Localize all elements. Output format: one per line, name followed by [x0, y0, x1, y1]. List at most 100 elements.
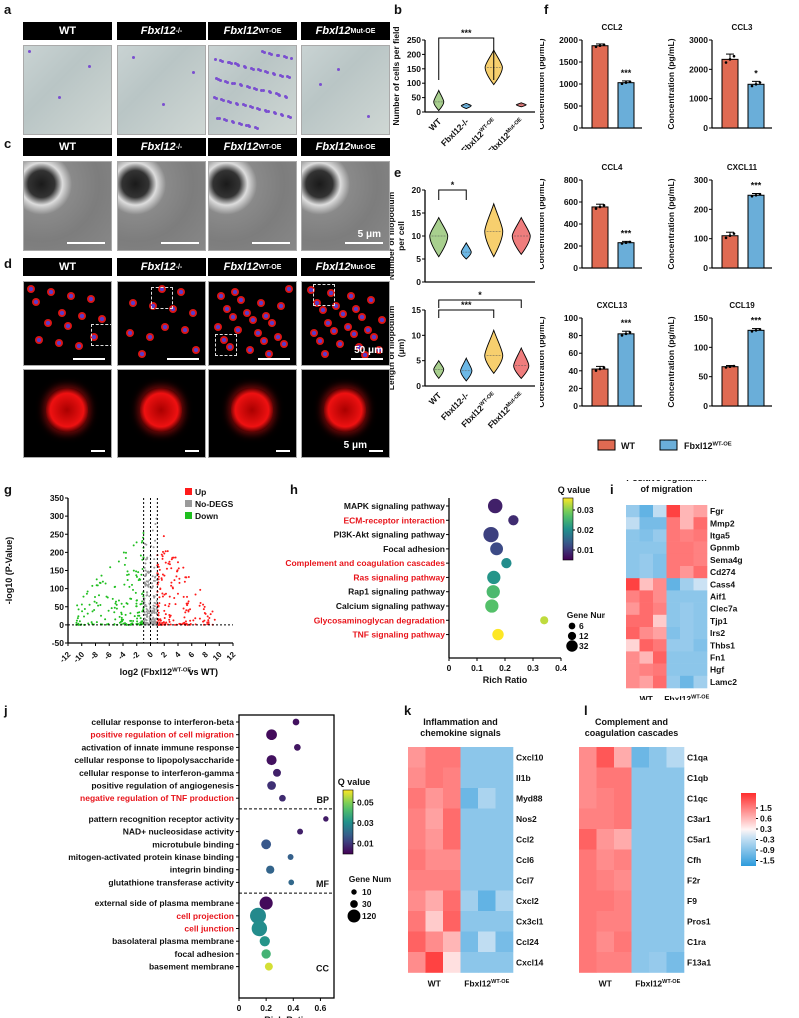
x-tick-label: 10	[211, 650, 224, 663]
bar-wt	[721, 366, 739, 407]
stained-cell	[285, 95, 289, 99]
heatmap-cell	[693, 541, 708, 555]
heatmap-cell	[666, 553, 681, 567]
point-up	[176, 570, 179, 573]
subplot-title: CCL4	[602, 163, 623, 172]
heatmap-cell	[626, 627, 640, 640]
point-up	[208, 617, 211, 620]
data-point	[628, 80, 632, 83]
stained-cell	[271, 71, 275, 75]
point-down	[135, 602, 138, 605]
group-label: Fbxl12	[140, 261, 176, 273]
data-point	[724, 366, 728, 369]
cell	[335, 339, 344, 348]
heatmap-cell	[639, 639, 654, 652]
significance-label: ***	[461, 300, 472, 310]
bubble	[273, 768, 281, 777]
y-tick-label: 1000	[559, 79, 578, 89]
point-down	[129, 619, 132, 622]
data-point	[598, 205, 602, 209]
heatmap-cell	[443, 849, 461, 871]
panel-c-header-2: Fbxl12 WT-OE	[208, 138, 297, 156]
cell	[307, 285, 316, 294]
heatmap-cell	[443, 911, 461, 932]
heatmap-cell	[478, 911, 496, 932]
bar-subplot-CCL4: CCL4 0 200 400 600 800 Concentration (pg/mL) **…	[540, 163, 642, 273]
stained-cell	[367, 114, 371, 118]
point-down	[141, 568, 144, 571]
row-label: Itga5	[710, 531, 730, 541]
point-down	[105, 623, 108, 626]
stained-cell	[258, 69, 262, 73]
heatmap-cell	[478, 931, 496, 953]
cell	[217, 292, 226, 301]
point-down	[130, 597, 133, 600]
scale-bar	[252, 242, 290, 244]
bubble	[287, 854, 294, 860]
transwell-image-3	[301, 45, 390, 135]
group-label-superscript: Mut-OE	[350, 263, 376, 271]
point-nodeg	[153, 601, 156, 604]
stained-cell	[284, 56, 288, 60]
point-up	[202, 620, 205, 623]
significance-label: ***	[621, 318, 632, 328]
colorbar	[741, 793, 756, 866]
heatmap-cell	[614, 890, 632, 912]
x-tick-label: 0	[237, 1003, 242, 1013]
point-down	[138, 577, 141, 580]
cell-filopodia	[46, 388, 88, 432]
panel-c-header-0: WT	[23, 138, 112, 156]
cell	[346, 292, 355, 301]
cell	[46, 288, 55, 297]
data-point	[602, 204, 606, 207]
cell	[237, 295, 246, 304]
term-label: integrin binding	[170, 865, 234, 875]
bar-wt	[591, 206, 609, 269]
x-tick-label: 8	[200, 650, 210, 660]
colorbar-tick-label: -1.5	[760, 856, 775, 866]
bubble	[501, 558, 512, 569]
point-up	[183, 616, 186, 619]
col-group-label-wt: WT	[640, 694, 654, 700]
size-legend-label: 120	[362, 911, 376, 921]
bar-oe	[617, 333, 635, 407]
point-down	[121, 620, 124, 623]
stained-cell	[286, 114, 290, 118]
cell	[332, 302, 341, 311]
point-down	[101, 580, 104, 583]
heatmap-cell	[649, 890, 667, 912]
point-down	[136, 617, 139, 620]
point-up	[161, 557, 164, 560]
point-down	[85, 592, 88, 595]
heatmap-cell	[649, 829, 667, 850]
x-axis-label: Rich Ratio	[483, 675, 528, 685]
heatmap-cell	[596, 952, 615, 973]
row-label: Ccl24	[516, 937, 539, 947]
confocal-overview-1	[117, 281, 206, 366]
heatmap-cell	[579, 931, 597, 953]
point-nodeg	[153, 596, 156, 599]
point-up	[176, 592, 179, 595]
size-legend-dot	[567, 631, 577, 641]
stained-cell	[232, 120, 236, 124]
point-down	[100, 614, 103, 617]
heatmap-cell	[443, 747, 461, 768]
point-up	[174, 603, 177, 606]
point-up	[163, 609, 166, 612]
point-nodeg	[143, 619, 146, 622]
heatmap-cell	[666, 505, 681, 518]
heatmap-cell	[614, 849, 632, 871]
bar-oe	[747, 194, 765, 269]
point-nodeg	[151, 585, 154, 588]
y-tick-label: 250	[50, 529, 64, 539]
point-down	[137, 614, 140, 617]
term-label: Ras signaling pathway	[353, 572, 445, 582]
heatmap-cell	[680, 566, 694, 579]
point-up	[156, 583, 159, 586]
data-point	[598, 44, 602, 48]
heatmap-cell	[626, 651, 640, 664]
point-up	[171, 587, 174, 590]
scale-bar	[276, 450, 290, 452]
heatmap-cell	[425, 747, 444, 768]
